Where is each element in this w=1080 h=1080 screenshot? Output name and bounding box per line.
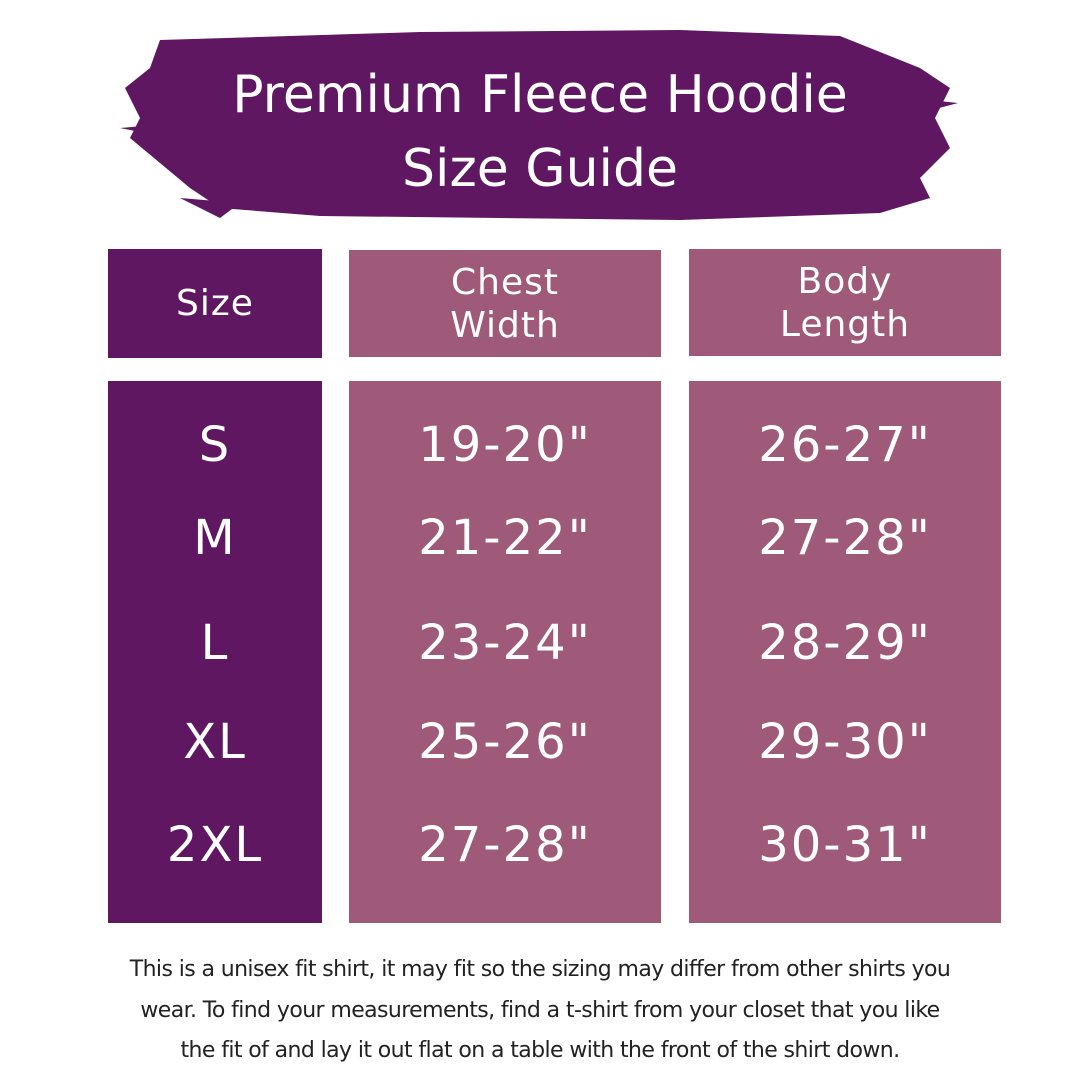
length-cell: 28-29" <box>758 615 932 671</box>
size-column: S M L XL 2XL <box>108 381 322 923</box>
fit-note-line-2: wear. To find your measurements, find a … <box>140 997 940 1023</box>
length-cell: 30-31" <box>758 817 932 873</box>
size-cell: 2XL <box>166 817 264 873</box>
size-cell: S <box>198 417 232 473</box>
header-chest-line1: Chest <box>451 261 559 303</box>
header-size-label: Size <box>176 283 254 324</box>
header-body-line1: Body <box>797 260 893 302</box>
size-cell: M <box>193 510 237 566</box>
header-chest-line2: Width <box>450 304 560 346</box>
fit-note-line-3: the fit of and lay it out flat on a tabl… <box>180 1038 901 1063</box>
length-cell: 29-30" <box>758 714 932 770</box>
title-brush-stroke <box>120 30 958 220</box>
chest-cell: 27-28" <box>418 817 592 873</box>
title-line-1: Premium Fleece Hoodie <box>232 65 848 125</box>
size-cell: XL <box>183 714 247 770</box>
chest-cell: 23-24" <box>418 615 592 671</box>
size-cell: L <box>200 615 230 671</box>
header-size: Size <box>108 249 322 358</box>
header-body-line2: Length <box>779 303 911 345</box>
fit-note-line-1: This is a unisex fit shirt, it may fit s… <box>129 957 951 982</box>
body-length-column: 26-27" 27-28" 28-29" 29-30" 30-31" <box>689 381 1001 923</box>
chest-cell: 25-26" <box>418 714 592 770</box>
chest-cell: 21-22" <box>418 510 592 566</box>
length-cell: 26-27" <box>758 417 932 473</box>
title-line-2: Size Guide <box>402 139 678 199</box>
chest-cell: 19-20" <box>418 417 592 473</box>
header-chest-width: Chest Width <box>349 250 661 357</box>
chest-width-column: 19-20" 21-22" 23-24" 25-26" 27-28" <box>349 381 661 923</box>
page-title: Premium Fleece Hoodie Size Guide <box>0 58 1080 206</box>
header-body-length: Body Length <box>689 249 1001 356</box>
length-cell: 27-28" <box>758 510 932 566</box>
fit-note: This is a unisex fit shirt, it may fit s… <box>0 950 1080 1072</box>
